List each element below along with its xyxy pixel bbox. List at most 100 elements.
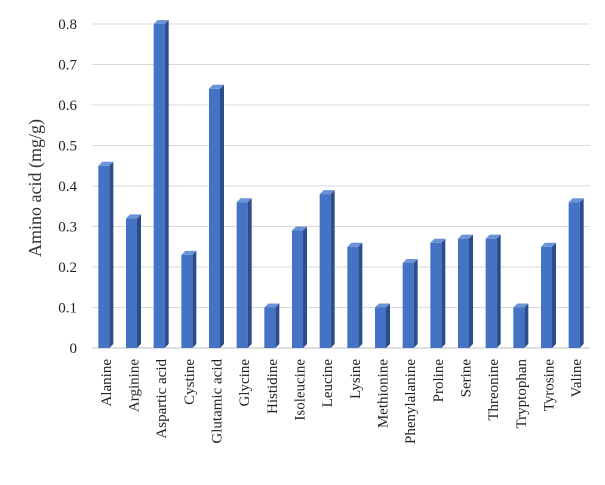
x-category-label: Serine bbox=[459, 359, 475, 398]
bar-top bbox=[236, 198, 252, 203]
x-category-label: Arginine bbox=[127, 359, 143, 412]
bar-top bbox=[375, 303, 390, 308]
bar-top bbox=[319, 190, 335, 195]
y-tick-label: 0.7 bbox=[58, 58, 77, 74]
bar-side bbox=[469, 234, 473, 348]
y-tick-label: 0.3 bbox=[58, 220, 77, 236]
x-category-label: Isoleucine bbox=[293, 359, 309, 421]
x-category-label: Threonine bbox=[486, 359, 502, 421]
bar-front bbox=[485, 238, 497, 348]
bar bbox=[485, 234, 501, 348]
bar-front bbox=[264, 307, 276, 348]
x-category-label: Tryptophan bbox=[514, 359, 530, 429]
y-tick-label: 0.4 bbox=[58, 179, 77, 195]
bar-top bbox=[153, 20, 169, 24]
bar-side bbox=[413, 258, 418, 348]
bar-side bbox=[220, 84, 224, 349]
bar-side bbox=[441, 238, 446, 348]
bar-front bbox=[402, 262, 414, 348]
bar-side bbox=[137, 214, 141, 348]
bar bbox=[430, 238, 446, 348]
bar-side bbox=[552, 242, 556, 348]
bar-top bbox=[458, 234, 473, 239]
bar-front bbox=[98, 165, 110, 348]
bar-front bbox=[458, 238, 469, 348]
bar-front bbox=[126, 218, 137, 348]
bar bbox=[264, 303, 280, 348]
y-tick-label: 0.8 bbox=[58, 17, 77, 33]
bar-side bbox=[358, 242, 363, 348]
bar-top bbox=[181, 250, 197, 255]
bar-side bbox=[386, 303, 390, 348]
x-category-label: Aspartic acid bbox=[154, 359, 170, 439]
y-axis-title: Amino acid (mg/g) bbox=[25, 119, 46, 257]
x-category-label: Glutamic acid bbox=[210, 359, 226, 444]
bar-front bbox=[181, 254, 193, 348]
x-category-label: Methionine bbox=[376, 359, 392, 428]
bar-top bbox=[126, 214, 141, 219]
bar-top bbox=[513, 303, 529, 308]
bar-side bbox=[496, 234, 501, 348]
bar-top bbox=[209, 84, 224, 89]
x-category-label: Cystine bbox=[182, 359, 198, 405]
bar-top bbox=[292, 226, 307, 231]
bar bbox=[541, 242, 556, 348]
x-category-label: Leucine bbox=[320, 359, 336, 408]
bar-side bbox=[192, 250, 197, 348]
x-axis-labels: Alanine Arginine Aspartic acid Cystine Gluta… bbox=[99, 359, 585, 444]
bar-front bbox=[541, 246, 552, 348]
bar bbox=[458, 234, 473, 348]
bar bbox=[375, 303, 390, 348]
bar bbox=[402, 258, 418, 348]
bar-side bbox=[275, 303, 280, 348]
bar-front bbox=[319, 194, 331, 348]
bar-side bbox=[247, 198, 252, 348]
bar-side bbox=[524, 303, 529, 348]
bar-top bbox=[347, 242, 363, 247]
bar-side bbox=[579, 198, 584, 348]
bar-front bbox=[375, 307, 386, 348]
y-tick-label: 0.2 bbox=[58, 260, 77, 276]
bar-side bbox=[164, 20, 169, 348]
bar-front bbox=[513, 307, 525, 348]
bar-front bbox=[568, 202, 580, 348]
bar-front bbox=[236, 202, 248, 348]
bar-top bbox=[98, 161, 114, 166]
x-category-label: Histidine bbox=[265, 359, 281, 414]
bars bbox=[98, 20, 584, 349]
bar bbox=[209, 84, 224, 349]
bar-side bbox=[330, 190, 335, 348]
y-tick-label: 0.1 bbox=[58, 301, 77, 317]
bar-top bbox=[541, 242, 556, 247]
bar bbox=[236, 198, 252, 348]
bar bbox=[568, 198, 584, 348]
bar bbox=[347, 242, 363, 348]
x-category-label: Alanine bbox=[99, 359, 115, 407]
x-category-label: Proline bbox=[431, 359, 447, 403]
bar-top bbox=[402, 258, 418, 263]
bar-front bbox=[153, 24, 165, 348]
bar bbox=[153, 20, 169, 348]
y-axis-ticks: 0 0.1 0.2 0.3 0.4 0.5 0.6 0.7 0.8 bbox=[58, 17, 77, 357]
x-category-label: Tyrosine bbox=[542, 359, 558, 412]
bar bbox=[319, 190, 335, 348]
bar-top bbox=[568, 198, 584, 203]
bar-side bbox=[109, 161, 114, 348]
x-category-label: Lysine bbox=[348, 359, 364, 399]
y-tick-label: 0.6 bbox=[58, 98, 77, 114]
bar bbox=[98, 161, 114, 348]
bar-front bbox=[292, 230, 303, 348]
y-tick-label: 0.5 bbox=[58, 139, 77, 155]
bar bbox=[513, 303, 529, 348]
bar bbox=[126, 214, 141, 348]
y-tick-label: 0 bbox=[70, 341, 78, 357]
bar-top bbox=[264, 303, 280, 308]
bar bbox=[181, 250, 197, 348]
x-category-label: Phenylalanine bbox=[403, 359, 419, 444]
bar-front bbox=[430, 242, 442, 348]
gridlines bbox=[92, 23, 590, 349]
bar bbox=[292, 226, 307, 348]
bar-side bbox=[303, 226, 307, 348]
